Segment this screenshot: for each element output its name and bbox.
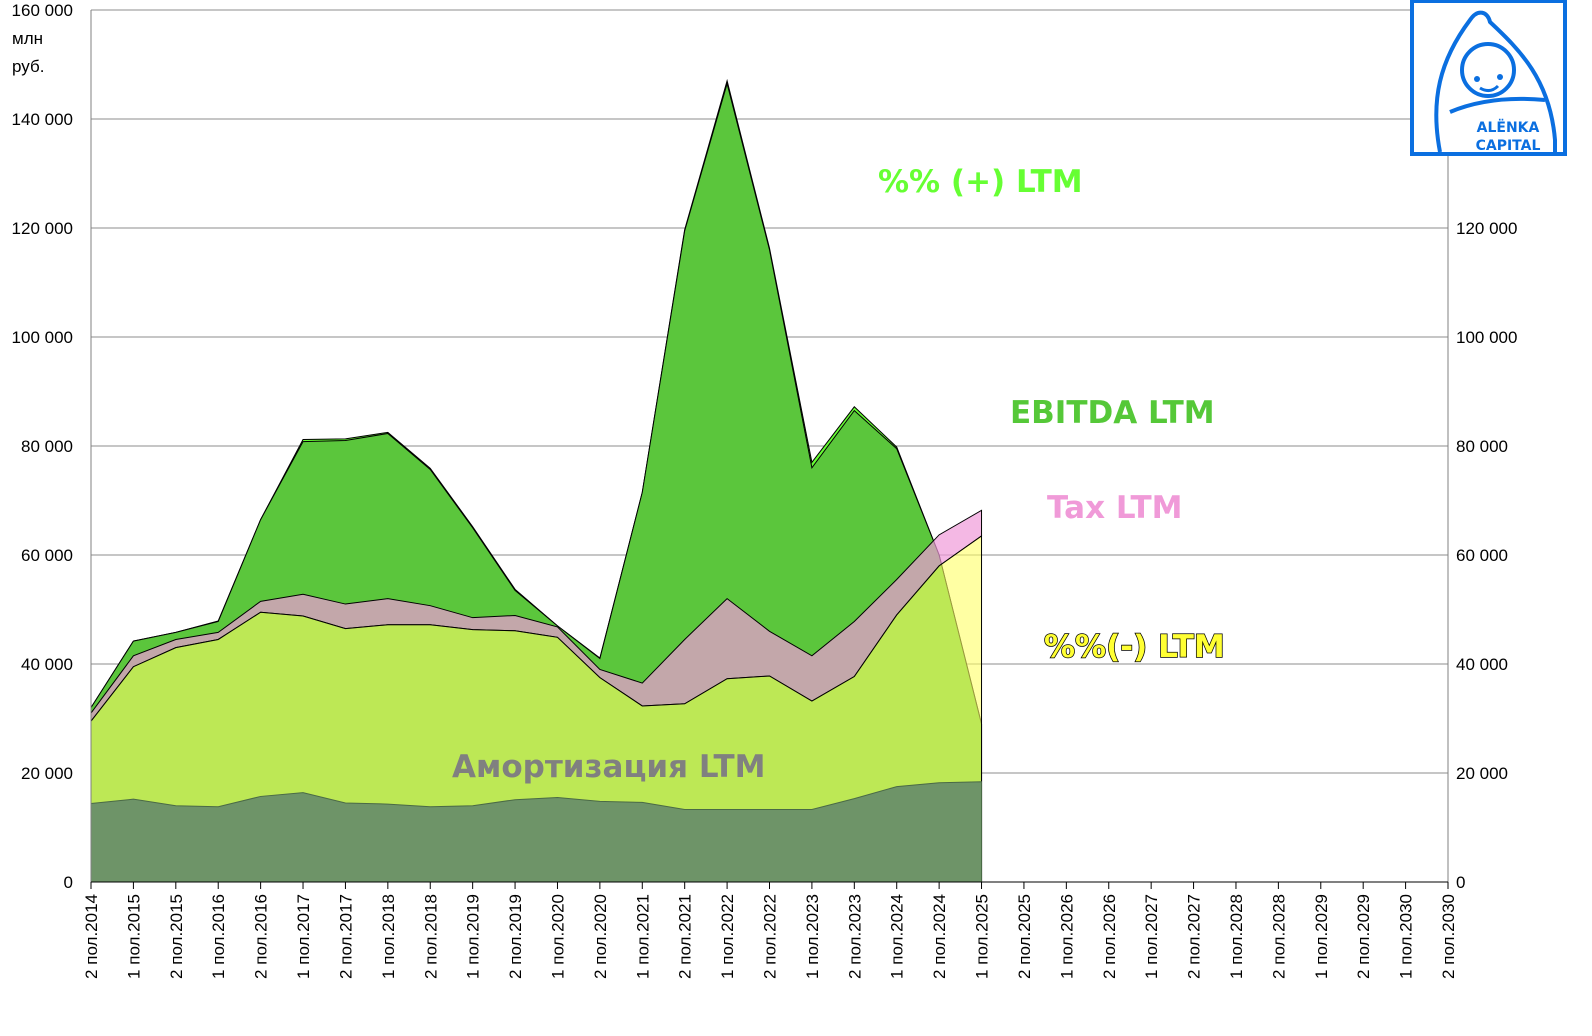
x-tick-label: 2 пол.2018 — [421, 894, 440, 979]
y-unit-line2: руб. — [12, 57, 44, 76]
logo-text-line2: CAPITAL — [1476, 138, 1541, 154]
label-tax: Tax LTM — [1047, 490, 1182, 526]
x-tick-label: 1 пол.2018 — [379, 894, 398, 979]
y-tick-label-right: 40 000 — [1456, 655, 1508, 674]
y-tick-label: 40 000 — [21, 655, 73, 674]
x-tick-label: 1 пол.2025 — [973, 894, 992, 979]
y-tick-label: 20 000 — [21, 764, 73, 783]
x-tick-label: 1 пол.2026 — [1057, 894, 1076, 979]
x-tick-label: 2 пол.2026 — [1100, 894, 1119, 979]
y-tick-label: 80 000 — [21, 437, 73, 456]
alenka-capital-logo: ALËNKA CAPITAL — [1410, 0, 1567, 156]
label-pct-minus: %%(-) LTM — [1044, 629, 1225, 665]
areas — [90, 78, 983, 883]
y-tick-label: 160 000 — [12, 1, 73, 20]
x-tick-label: 2 пол.2025 — [1015, 894, 1034, 979]
y-tick-label-right: 60 000 — [1456, 546, 1508, 565]
y-tick-label: 120 000 — [12, 219, 73, 238]
x-tick-label: 2 пол.2027 — [1185, 894, 1204, 979]
x-tick-label: 2 пол.2016 — [252, 894, 271, 979]
x-tick-label: 2 пол.2019 — [506, 894, 525, 979]
label-amortization: Амортизация LTM — [452, 749, 765, 785]
y-tick-label: 60 000 — [21, 546, 73, 565]
y-tick-label: 140 000 — [12, 110, 73, 129]
y-tick-label: 100 000 — [12, 328, 73, 347]
axes: 0 20 000 40 000 60 000 80 000 100 000 120 000 1… — [12, 1, 1518, 979]
y-tick-label-right: 120 000 — [1456, 219, 1517, 238]
x-tick-label: 1 пол.2022 — [718, 894, 737, 979]
x-tick-label: 1 пол.2024 — [888, 894, 907, 979]
x-tick-label: 1 пол.2021 — [633, 894, 652, 979]
y-tick-label-right: 100 000 — [1456, 328, 1517, 347]
x-tick-label: 2 пол.2023 — [845, 894, 864, 979]
y-tick-label-right: 20 000 — [1456, 764, 1508, 783]
y-tick-label-right: 0 — [1456, 873, 1465, 892]
x-tick-label: 2 пол.2020 — [591, 894, 610, 979]
x-tick-label: 2 пол.2030 — [1439, 894, 1458, 979]
x-tick-label: 2 пол.2021 — [676, 894, 695, 979]
x-tick-label: 2 пол.2024 — [930, 894, 949, 979]
y-tick-label: 0 — [64, 873, 73, 892]
x-tick-label: 1 пол.2016 — [209, 894, 228, 979]
y-unit-line1: млн — [12, 29, 43, 48]
x-tick-label: 1 пол.2029 — [1312, 894, 1331, 979]
x-tick-label: 1 пол.2027 — [1142, 894, 1161, 979]
x-tick-label: 2 пол.2017 — [336, 894, 355, 979]
x-tick-label: 2 пол.2028 — [1269, 894, 1288, 979]
x-tick-label: 2 пол.2022 — [761, 894, 780, 979]
x-tick-label: 1 пол.2019 — [464, 894, 483, 979]
x-tick-label: 1 пол.2017 — [294, 894, 313, 979]
x-tick-label: 1 пол.2015 — [124, 894, 143, 979]
x-tick-label: 1 пол.2028 — [1227, 894, 1246, 979]
x-tick-label: 1 пол.2020 — [548, 894, 567, 979]
x-tick-label: 1 пол.2030 — [1397, 894, 1416, 979]
y-tick-label-right: 80 000 — [1456, 437, 1508, 456]
label-ebitda: EBITDA LTM — [1010, 395, 1215, 431]
x-tick-label: 2 пол.2014 — [82, 894, 101, 979]
x-tick-label: 2 пол.2029 — [1354, 894, 1373, 979]
logo-text-line1: ALËNKA — [1477, 119, 1540, 136]
x-tick-label: 2 пол.2015 — [167, 894, 186, 979]
x-tick-label: 1 пол.2023 — [803, 894, 822, 979]
label-pct-plus: %% (+) LTM — [878, 164, 1083, 200]
